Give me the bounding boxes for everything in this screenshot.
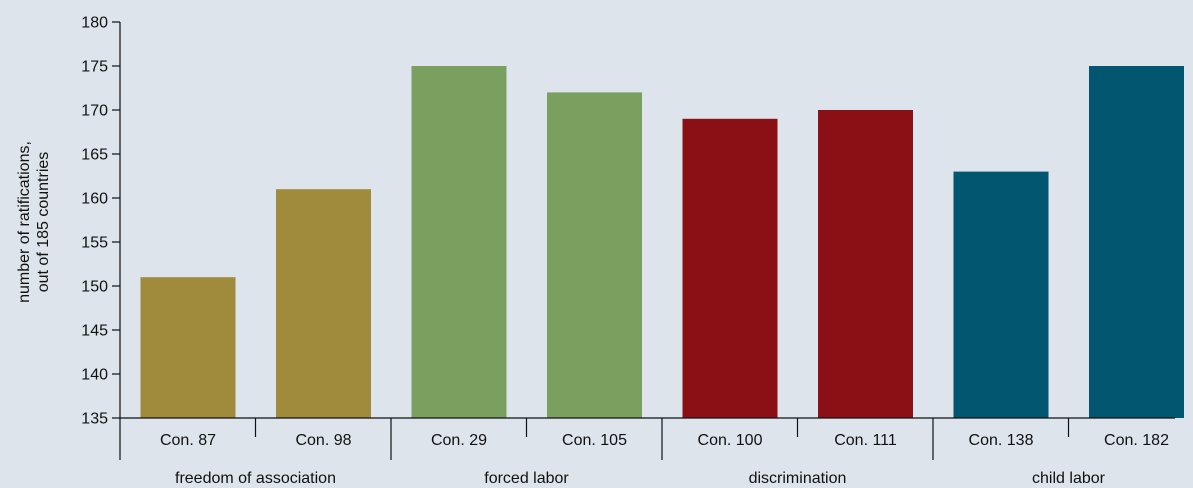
group-label-discrimination: discrimination bbox=[749, 470, 847, 487]
y-tick-label: 160 bbox=[81, 191, 108, 208]
bar-con-98 bbox=[276, 189, 371, 418]
y-tick-label: 140 bbox=[81, 367, 108, 384]
x-tick-label: Con. 29 bbox=[431, 432, 487, 449]
y-axis-title: number of ratifications, out of 185 coun… bbox=[16, 141, 52, 303]
y-tick-label: 170 bbox=[81, 103, 108, 120]
group-label-child-labor: child labor bbox=[1032, 470, 1106, 487]
group-label-freedom-of-association: freedom of association bbox=[175, 470, 336, 487]
x-tick-label: Con. 100 bbox=[698, 432, 763, 449]
y-tick-label: 150 bbox=[81, 279, 108, 296]
y-tick-label: 155 bbox=[81, 235, 108, 252]
y-tick-label: 175 bbox=[81, 59, 108, 76]
y-axis-title-line-2: out of 185 countries bbox=[35, 152, 52, 293]
y-tick-label: 180 bbox=[81, 15, 108, 32]
x-tick-label: Con. 138 bbox=[969, 432, 1034, 449]
y-tick-label: 165 bbox=[81, 147, 108, 164]
bar-con-111 bbox=[818, 110, 913, 418]
bar-con-105 bbox=[547, 92, 642, 419]
x-tick-label: Con. 87 bbox=[160, 432, 216, 449]
y-axis-title-line-1: number of ratifications, bbox=[16, 141, 33, 303]
y-tick-label: 135 bbox=[81, 411, 108, 428]
bar-con-182 bbox=[1089, 66, 1184, 418]
x-tick-label: Con. 182 bbox=[1104, 432, 1169, 449]
x-tick-label: Con. 111 bbox=[834, 432, 897, 449]
bar-con-29 bbox=[411, 66, 507, 418]
y-tick-label: 145 bbox=[81, 323, 108, 340]
group-label-forced-labor: forced labor bbox=[484, 470, 569, 487]
bar-con-87 bbox=[140, 277, 236, 418]
bar-con-138 bbox=[953, 171, 1049, 418]
bar-con-100 bbox=[682, 118, 778, 419]
plot-area: 135 140 145 150 155 160 165 170 175 180 Con. 87 Con… bbox=[81, 15, 1184, 487]
x-tick-label: Con. 105 bbox=[562, 432, 627, 449]
x-tick-label: Con. 98 bbox=[295, 432, 351, 449]
